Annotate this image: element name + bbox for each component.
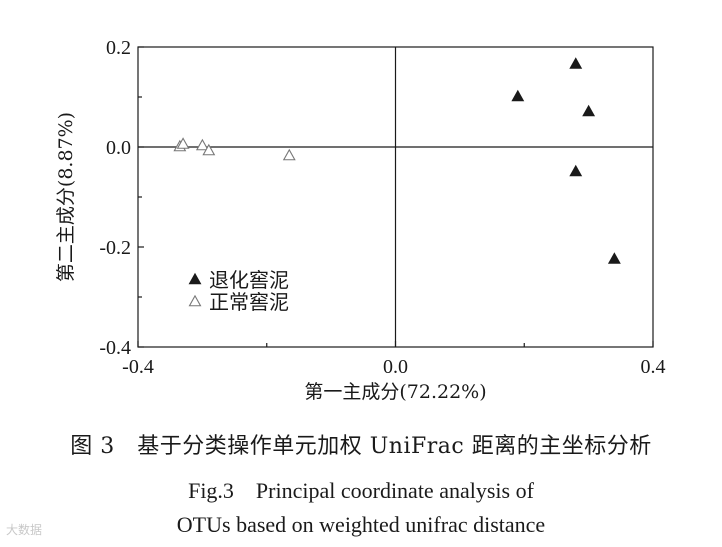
tick-labels: -0.4 0.0 0.4 0.2 0.0 -0.2 -0.4	[99, 37, 665, 378]
degraded-mud-point	[582, 104, 596, 117]
normal-mud-point	[282, 148, 296, 161]
legend-label: 正常窖泥	[209, 290, 289, 314]
legend-label: 退化窖泥	[209, 268, 289, 292]
watermark-text: 大数据	[6, 523, 43, 537]
y-tick-label: -0.2	[99, 237, 131, 259]
normal-mud-point	[195, 138, 209, 151]
normal-mud-point	[202, 143, 216, 156]
degraded-mud-point	[607, 252, 621, 264]
legend-marker	[188, 294, 202, 307]
legend-marker	[188, 272, 202, 285]
degraded-mud-point	[569, 57, 583, 69]
normal-mud-point	[176, 137, 190, 149]
caption-chinese: 图 3 基于分类操作单元加权 UniFrac 距离的主坐标分析	[70, 434, 652, 459]
y-tick-label: 0.0	[106, 137, 131, 159]
x-tick-label: 0.4	[641, 356, 666, 378]
y-axis-title: 第二主成分(8.87%)	[55, 112, 77, 282]
caption-english-line1: Fig.3 Principal coordinate analysis of	[188, 478, 534, 503]
y-tick-label: -0.4	[99, 337, 131, 359]
x-axis-title: 第一主成分(72.22%)	[304, 381, 486, 403]
caption-english-line2: OTUs based on weighted unifrac distance	[176, 512, 546, 537]
pcoa-scatter-chart: -0.4 0.0 0.4 0.2 0.0 -0.2 -0.4 第一主成分(72.22%) 第…	[55, 37, 666, 403]
x-tick-label: -0.4	[122, 356, 154, 378]
data-points	[173, 57, 621, 264]
tick-marks	[137, 46, 654, 348]
x-tick-label: 0.0	[383, 356, 408, 378]
y-tick-label: 0.2	[106, 37, 131, 59]
degraded-mud-point	[511, 89, 525, 102]
degraded-mud-point	[569, 164, 583, 177]
